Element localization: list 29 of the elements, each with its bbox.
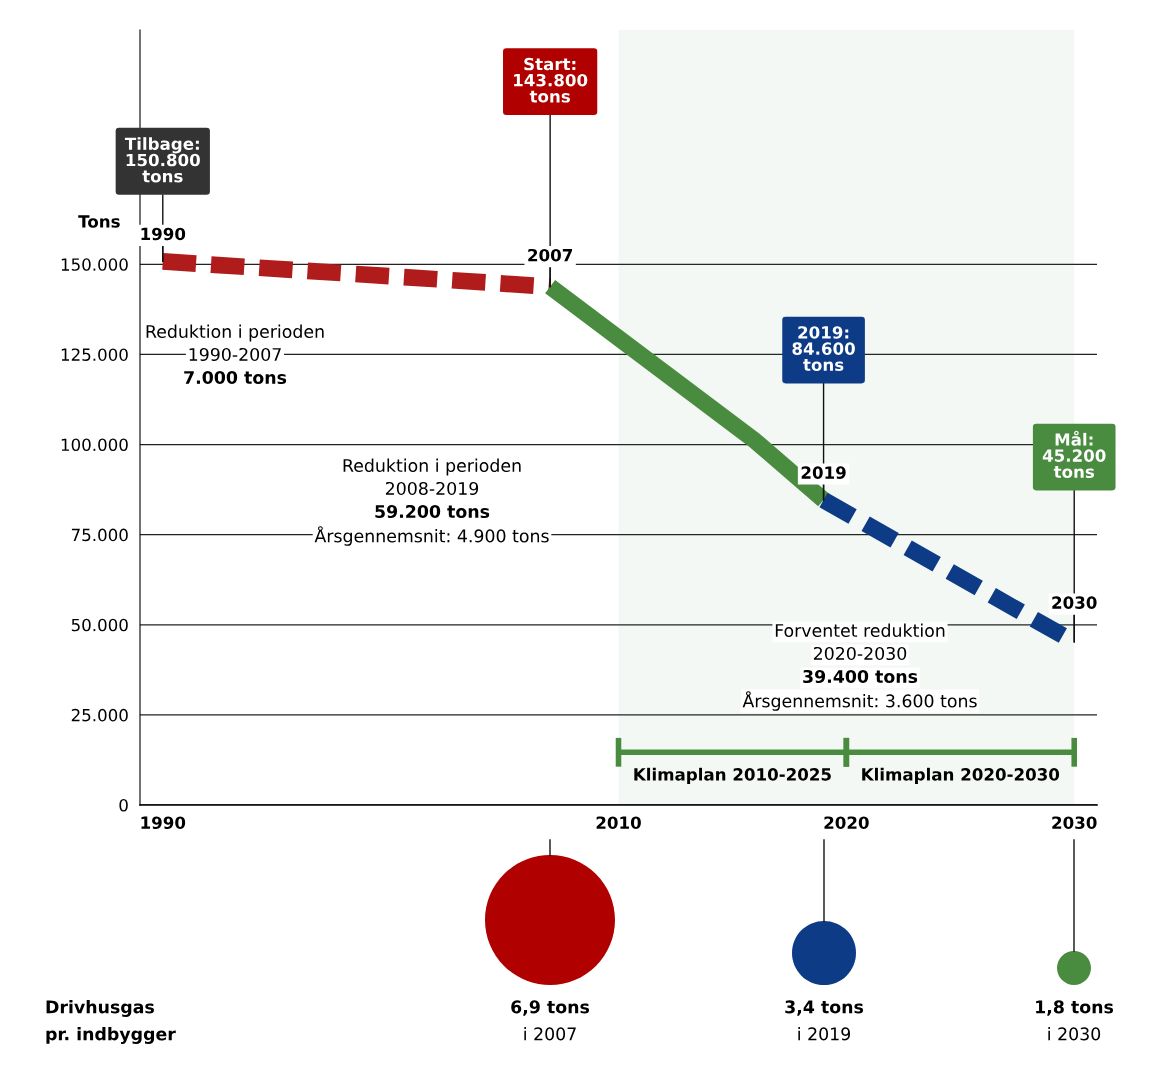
annotation: Tilbage: 150.800 tons: [124, 137, 200, 183]
annotation: Start: 143.800 tons: [514, 57, 588, 103]
text: 6,9 tons i 2007: [511, 1000, 590, 1041]
band-label: Klimaplan 2020-2030: [862, 767, 1060, 784]
x-tick-label: 1990: [141, 816, 186, 830]
annotation: Forventet reduktion 2020-2030 39.400 tons Årsgennemsnit: 3.600 tons: [742, 623, 977, 711]
annotation: 1990: [141, 227, 186, 241]
annotation: Mål: 45.200 tons: [1042, 430, 1106, 479]
y-tick-label: 25.000: [71, 708, 128, 722]
text: 3,4 tons i 2019: [785, 1000, 864, 1041]
band-label: Klimaplan 2010-2025: [634, 767, 831, 784]
annotation: Reduktion i perioden 1990-2007 7.000 tons: [146, 324, 324, 385]
text: Drivhusgas pr. indbygger: [46, 1000, 176, 1044]
y-tick-label: 100.000: [61, 438, 128, 452]
annotation: Reduktion i perioden 2008-2019 59.200 tons Årsgennemsnit: 4.900 tons: [314, 458, 549, 546]
x-tick-label: 2010: [596, 816, 641, 830]
annotation: 2007: [528, 248, 573, 262]
y-tick-label: 125.000: [61, 348, 128, 361]
y-tick-label: 50.000: [71, 618, 128, 632]
annotation: 2030: [1052, 596, 1097, 609]
y-tick-label: 150.000: [61, 258, 128, 271]
annotation: 2019: [801, 466, 846, 479]
annotation: 2019: 84.600 tons: [792, 326, 855, 372]
x-tick-label: 2030: [1052, 816, 1097, 830]
text: 1,8 tons i 2030: [1036, 1000, 1114, 1041]
y-tick-label: 0: [119, 798, 128, 812]
y-axis-title: Tons: [78, 215, 120, 228]
x-tick-label: 2020: [824, 816, 869, 830]
y-tick-label: 75.000: [71, 528, 128, 542]
